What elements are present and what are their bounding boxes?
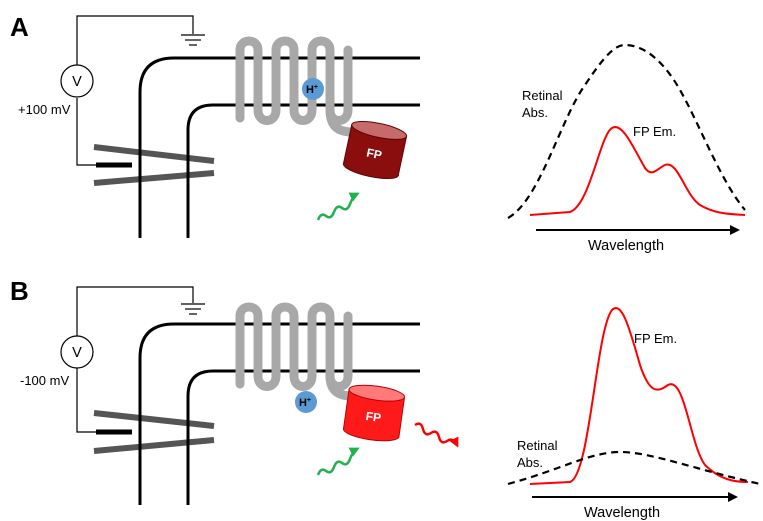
panel-b-absorption-curve <box>507 450 761 486</box>
panel-b-fp-label: FP <box>365 409 382 425</box>
panel-a-axis-label: Wavelength <box>588 238 664 254</box>
panel-b-fp-cylinder: FP <box>342 384 406 442</box>
panel-a-electrode <box>93 144 215 186</box>
panel-a-proton-charge: + <box>314 84 318 91</box>
panel-b-retinal-label-1: Retinal <box>517 438 558 453</box>
panel-a-voltmeter: V <box>60 64 94 98</box>
panel-b-emission-curve <box>529 307 749 485</box>
panel-b-spectra: Wavelength Retinal Abs. FP Em. <box>507 307 761 521</box>
panel-b-retinal-label-2: Abs. <box>517 455 543 470</box>
panel-b-membrane <box>138 322 420 505</box>
panel-b-ground-icon <box>181 303 205 315</box>
panel-a-rhodopsin-helices <box>235 36 357 137</box>
panel-a: A V +100 mV <box>10 12 746 254</box>
panel-a-voltmeter-label: V <box>72 74 82 90</box>
panel-a-voltage: +100 mV <box>18 102 71 117</box>
panel-b: B V -100 mV <box>10 276 761 521</box>
panel-a-emission-curve <box>529 126 746 216</box>
panel-a-retinal-label-1: Retinal <box>522 88 563 103</box>
panel-b-voltmeter-label: V <box>72 345 82 361</box>
panel-b-proton-charge: + <box>307 397 311 404</box>
panel-a-proton-symbol: H <box>306 84 314 96</box>
panel-a-fp-cylinder: FP <box>342 120 408 180</box>
panel-a-absorption-curve <box>507 43 746 219</box>
panel-a-fp-label: FP <box>365 145 383 162</box>
panel-b-proton-symbol: H <box>299 397 307 409</box>
panel-a-membrane <box>138 56 420 238</box>
panel-a-circuit <box>76 15 194 166</box>
svg-text:H+: H+ <box>306 84 318 96</box>
panel-a-retinal-label-2: Abs. <box>522 105 548 120</box>
panel-a-ground-icon <box>181 34 205 46</box>
panel-b-fp-em-label: FP Em. <box>634 331 677 346</box>
panel-b-voltmeter: V <box>60 335 94 369</box>
panel-b-rhodopsin-helices <box>235 302 357 401</box>
panel-b-letter: B <box>10 276 29 306</box>
panel-b-voltage: -100 mV <box>20 373 69 388</box>
svg-text:H+: H+ <box>299 397 311 409</box>
panel-b-excitation-arrow <box>316 447 360 476</box>
panel-b-axis-label: Wavelength <box>584 505 660 521</box>
panel-b-electrode <box>93 410 215 454</box>
panel-a-excitation-arrow <box>316 192 360 221</box>
panel-a-proton: H+ <box>302 78 324 100</box>
panel-a-spectra: Wavelength Retinal Abs. FP Em. <box>507 43 746 254</box>
panel-b-proton: H+ <box>295 391 317 413</box>
panel-b-circuit <box>76 286 194 433</box>
panel-a-fp-em-label: FP Em. <box>633 124 676 139</box>
panel-b-emission-arrow <box>414 422 459 448</box>
panel-a-letter: A <box>10 12 29 42</box>
